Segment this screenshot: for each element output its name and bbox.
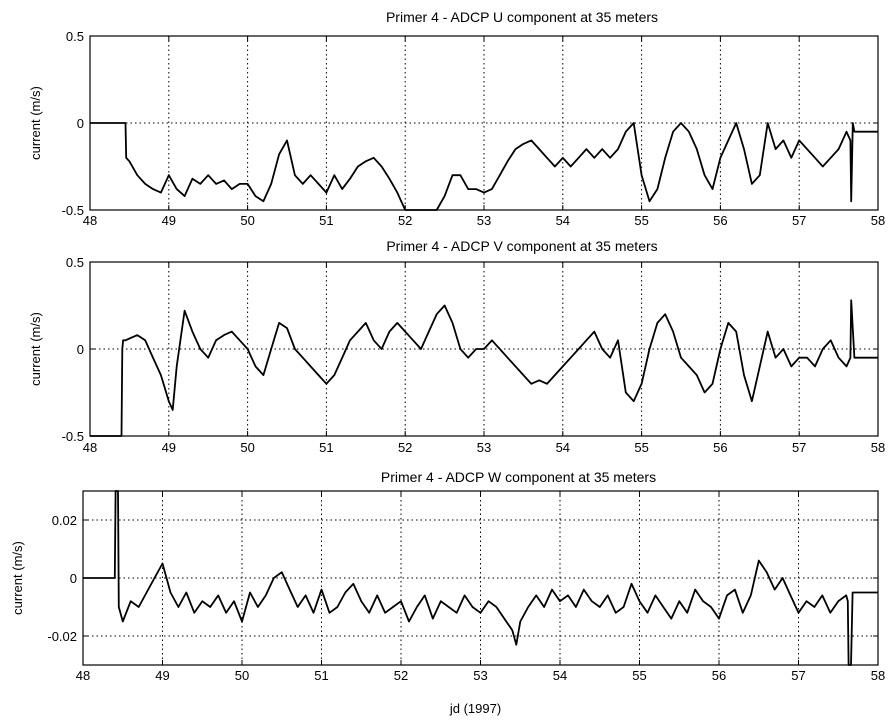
- x-tick-label: 52: [398, 440, 412, 455]
- x-tick-label: 55: [634, 213, 648, 228]
- chart-panel-3: Primer 4 - ADCP W component at 35 meters…: [10, 469, 885, 716]
- y-tick-label: 0.5: [66, 255, 84, 270]
- y-tick-label: -0.5: [62, 203, 84, 218]
- data-series-line: [83, 490, 878, 666]
- y-axis-label: current (m/s): [28, 312, 43, 386]
- y-tick-label: 0.5: [66, 29, 84, 44]
- x-tick-label: 49: [155, 668, 169, 683]
- x-tick-label: 52: [398, 213, 412, 228]
- x-tick-label: 51: [319, 440, 333, 455]
- x-tick-label: 52: [394, 668, 408, 683]
- x-tick-label: 53: [477, 213, 491, 228]
- data-series-line: [90, 299, 878, 437]
- x-tick-label: 51: [319, 213, 333, 228]
- chart-panel-2: Primer 4 - ADCP V component at 35 meters…: [28, 238, 885, 455]
- y-tick-label: 0: [77, 116, 84, 131]
- y-tick-label: -0.5: [62, 429, 84, 444]
- x-tick-label: 54: [556, 213, 570, 228]
- y-tick-label: 0: [77, 342, 84, 357]
- y-tick-label: -0.02: [47, 629, 77, 644]
- chart-title: Primer 4 - ADCP W component at 35 meters: [381, 469, 656, 485]
- x-tick-label: 56: [713, 440, 727, 455]
- y-axis-label: current (m/s): [28, 86, 43, 160]
- x-tick-label: 48: [83, 213, 97, 228]
- x-tick-label: 50: [240, 213, 254, 228]
- x-tick-label: 50: [240, 440, 254, 455]
- x-tick-label: 49: [162, 440, 176, 455]
- x-tick-label: 56: [712, 668, 726, 683]
- x-tick-label: 49: [162, 213, 176, 228]
- x-tick-label: 58: [871, 668, 885, 683]
- x-tick-label: 58: [871, 213, 885, 228]
- x-axis-label: jd (1997): [449, 701, 501, 716]
- x-tick-label: 50: [235, 668, 249, 683]
- y-axis-label: current (m/s): [10, 541, 25, 615]
- x-tick-label: 57: [792, 213, 806, 228]
- data-series-line: [90, 122, 878, 211]
- x-tick-label: 48: [76, 668, 90, 683]
- x-tick-label: 51: [314, 668, 328, 683]
- y-tick-label: 0.02: [52, 513, 77, 528]
- x-tick-label: 55: [632, 668, 646, 683]
- x-tick-label: 54: [553, 668, 567, 683]
- x-tick-label: 53: [477, 440, 491, 455]
- x-tick-label: 58: [871, 440, 885, 455]
- x-tick-label: 57: [792, 440, 806, 455]
- x-tick-label: 54: [556, 440, 570, 455]
- x-tick-label: 53: [473, 668, 487, 683]
- x-tick-label: 57: [791, 668, 805, 683]
- x-tick-label: 56: [713, 213, 727, 228]
- chart-panel-1: Primer 4 - ADCP U component at 35 meters…: [28, 9, 885, 228]
- x-tick-label: 55: [634, 440, 648, 455]
- chart-title: Primer 4 - ADCP U component at 35 meters: [386, 9, 658, 25]
- y-tick-label: 0: [70, 571, 77, 586]
- x-tick-label: 48: [83, 440, 97, 455]
- chart-title: Primer 4 - ADCP V component at 35 meters: [386, 238, 657, 254]
